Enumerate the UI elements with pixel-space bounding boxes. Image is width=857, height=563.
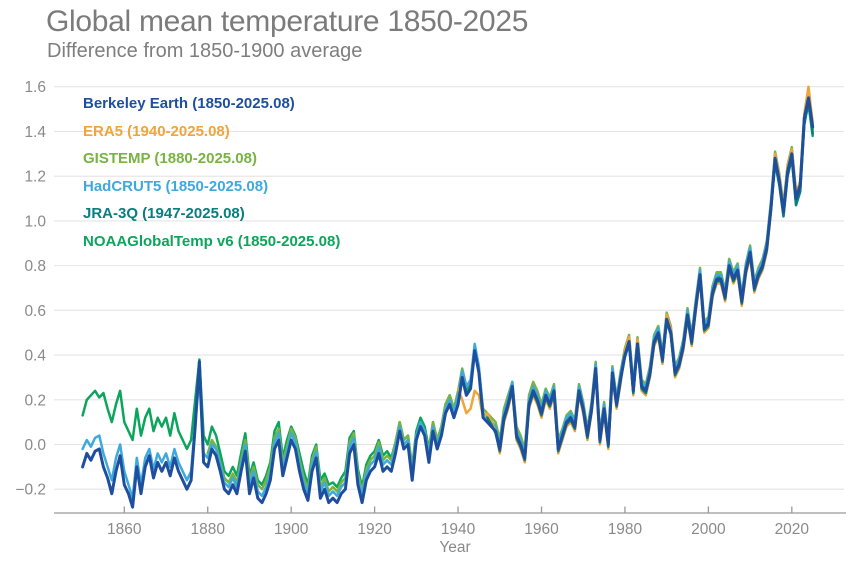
- chart-subtitle: Difference from 1850-1900 average: [47, 40, 363, 62]
- x-axis-title: Year: [439, 539, 470, 556]
- series-line-jra-3q: [486, 98, 814, 462]
- legend-item-era5: ERA5 (1940-2025.08): [83, 122, 230, 140]
- legend: Berkeley Earth (1850-2025.08) ERA5 (1940-…: [83, 90, 340, 255]
- legend-item-berkeley-earth: Berkeley Earth (1850-2025.08): [83, 95, 295, 112]
- x-tick-label-2000: 2000: [691, 521, 726, 538]
- x-tick-label-1940: 1940: [441, 521, 476, 538]
- chart-title: Global mean temperature 1850-2025: [46, 5, 529, 38]
- y-tick-label-−0.2: −0.2: [15, 482, 46, 499]
- y-tick-label-1.4: 1.4: [24, 124, 46, 141]
- x-tick-label-1880: 1880: [190, 521, 225, 538]
- y-tick-label-0.4: 0.4: [24, 348, 46, 365]
- y-tick-label-1.2: 1.2: [24, 169, 46, 186]
- legend-item-noaaglobaltemp-v6: NOAAGlobalTemp v6 (1850-2025.08): [83, 232, 341, 250]
- y-tick-label-0.8: 0.8: [24, 258, 46, 275]
- y-tick-label-0.2: 0.2: [24, 392, 46, 409]
- x-tick-label-1960: 1960: [524, 521, 559, 538]
- x-tick-label-1900: 1900: [274, 521, 309, 538]
- x-tick-label-1860: 1860: [107, 521, 142, 538]
- legend-item-jra-3q: JRA-3Q (1947-2025.08): [83, 205, 245, 222]
- y-tick-label-1.0: 1.0: [24, 213, 46, 230]
- x-tick-label-1980: 1980: [608, 521, 643, 538]
- legend-item-gistemp: GISTEMP (1880-2025.08): [83, 150, 257, 167]
- x-tick-label-2020: 2020: [775, 521, 810, 538]
- y-tick-label-1.6: 1.6: [24, 79, 46, 96]
- series-line-berkeley-earth: [81, 96, 815, 509]
- legend-item-hadcrut5: HadCRUT5 (1850-2025.08): [83, 177, 269, 195]
- x-tick-label-1920: 1920: [357, 521, 392, 538]
- y-tick-label-0.0: 0.0: [24, 437, 46, 454]
- y-tick-label-0.6: 0.6: [24, 303, 46, 320]
